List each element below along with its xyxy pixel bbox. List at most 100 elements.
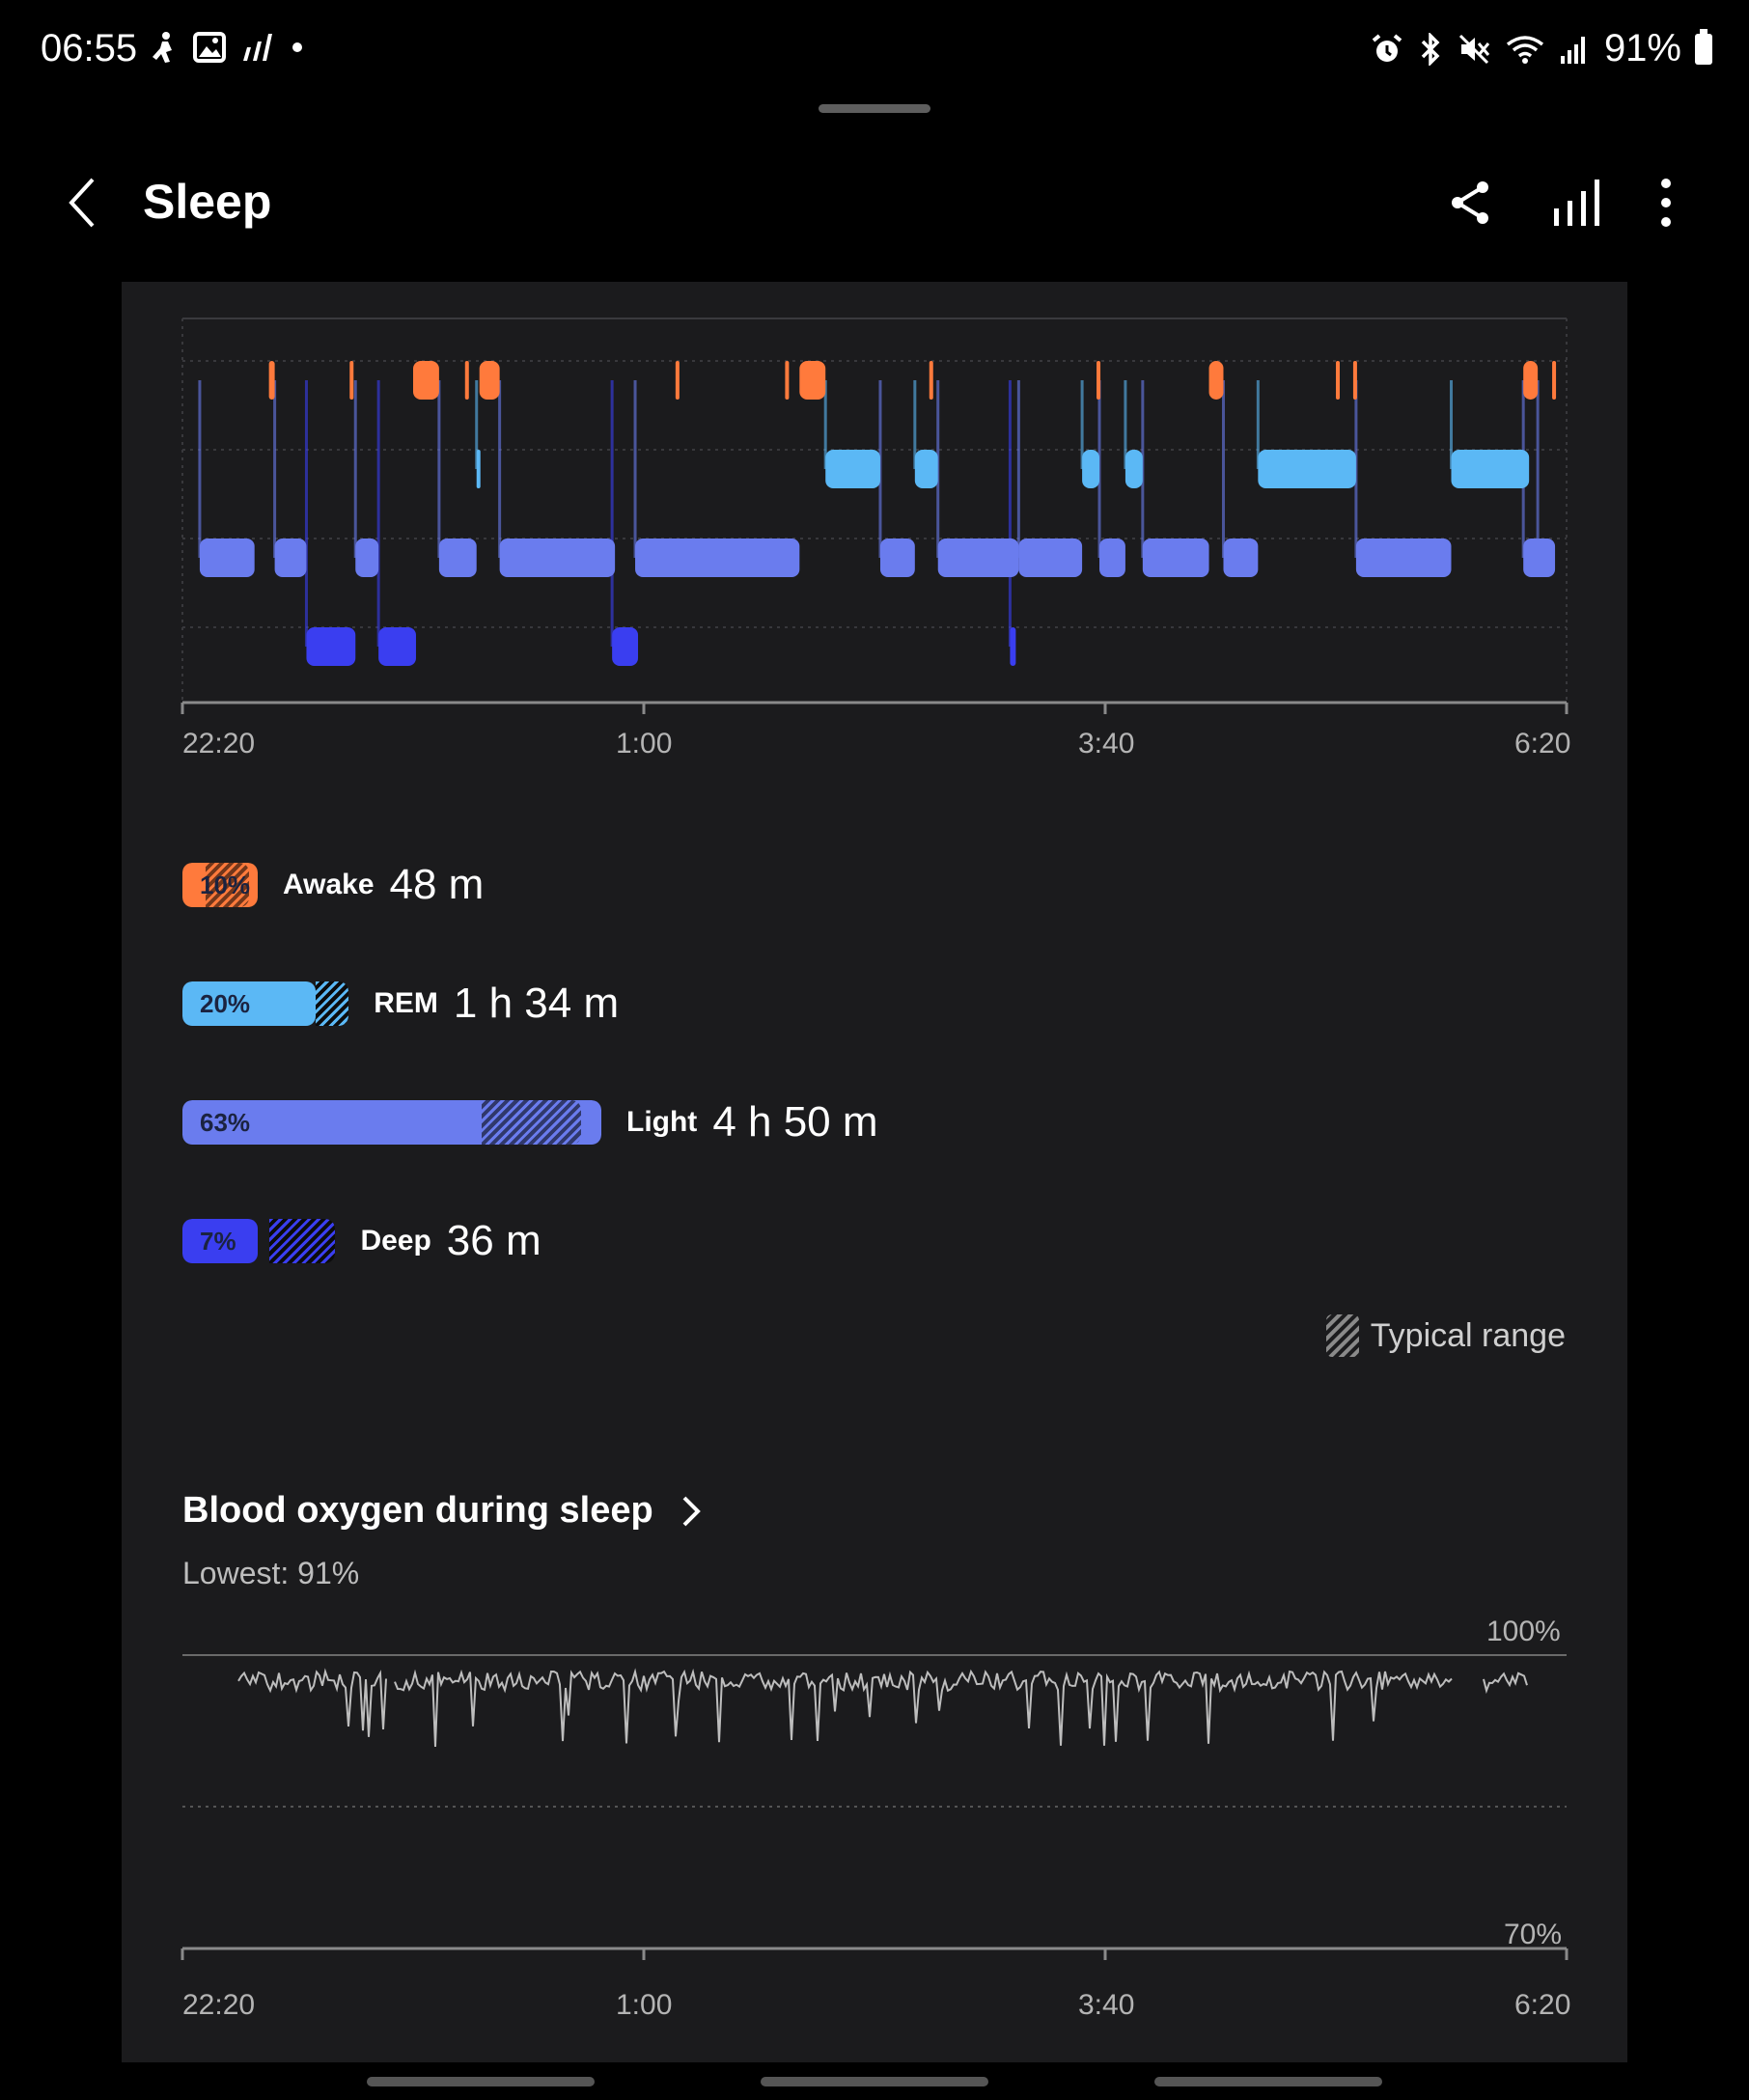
typical-range-label: Typical range (1370, 1316, 1566, 1354)
wifi-icon (1506, 35, 1544, 64)
chart-icon[interactable] (1548, 174, 1606, 232)
battery-icon (1695, 28, 1712, 65)
stage-block-awake (413, 361, 439, 400)
hypno-tick-label: 22:20 (182, 728, 256, 760)
stage-block-rem (1258, 450, 1356, 488)
stage-block-awake (1352, 361, 1357, 400)
stage-percent: 63% (200, 1108, 251, 1137)
person-walk-icon (153, 32, 172, 63)
status-time: 06:55 (41, 27, 138, 69)
gallery-icon (193, 32, 226, 63)
stage-row-rem[interactable]: 20% REM 1 h 34 m (182, 980, 619, 1028)
app-bar: Sleep (0, 154, 1749, 251)
stage-block-deep (1010, 627, 1016, 666)
page-title: Sleep (143, 175, 272, 229)
stage-block-light (274, 539, 307, 577)
stage-block-deep (306, 627, 356, 666)
stage-block-rem (825, 450, 880, 488)
alarm-icon (1372, 33, 1402, 62)
stage-block-awake (1523, 361, 1539, 400)
stage-block-light (199, 539, 255, 577)
sleep-card: 22:20 1:00 3:40 6:20 10% Awake 48 m 20% … (122, 282, 1627, 2062)
stage-block-rem (914, 450, 938, 488)
hypnogram-chart (180, 318, 1569, 714)
nav-back-button[interactable] (1154, 2077, 1382, 2086)
stage-bar-light: 63% (182, 1100, 601, 1145)
stage-block-light (355, 539, 379, 577)
blood-oxygen-lowest: Lowest: 91% (182, 1556, 360, 1590)
hypno-tick-label: 3:40 (1078, 728, 1135, 760)
stage-bar-fill (182, 1219, 258, 1263)
status-right: 91% (1371, 27, 1712, 70)
blood-oxygen-title: Blood oxygen during sleep (182, 1490, 653, 1531)
stage-block-light (1142, 539, 1209, 577)
stage-name: Awake (283, 869, 375, 900)
stage-row-light[interactable]: 63% Light 4 h 50 m (182, 1098, 878, 1147)
stage-duration: 1 h 34 m (453, 980, 620, 1027)
stage-typical-range (206, 863, 249, 907)
nav-bar (0, 2075, 1749, 2100)
stage-percent: 10% (200, 870, 251, 899)
hypno-tick-label: 6:20 (1514, 728, 1571, 760)
cell-signal-icon (1560, 36, 1585, 64)
stage-row-awake[interactable]: 10% Awake 48 m (182, 861, 484, 909)
spo2-tick-label: 3:40 (1078, 1989, 1135, 2021)
stage-block-light (1355, 539, 1452, 577)
stage-block-awake (1552, 361, 1557, 400)
stage-block-awake (675, 361, 680, 400)
stage-percent: 20% (200, 989, 251, 1018)
typical-range-legend: Typical range (1325, 1314, 1566, 1357)
status-bar: 06:55 91% (0, 0, 1749, 101)
stage-block-deep (378, 627, 416, 666)
stage-name: Deep (360, 1225, 431, 1257)
chevron-right-icon (682, 1496, 701, 1526)
spo2-trace (237, 1668, 1528, 1748)
stage-block-light (1223, 539, 1259, 577)
stage-block-rem (1124, 450, 1143, 488)
stage-block-awake (349, 361, 354, 400)
stage-block-light (937, 539, 1019, 577)
more-vert-icon[interactable] (1637, 174, 1695, 232)
signal-bars-icon (243, 34, 272, 61)
stage-block-light (438, 539, 477, 577)
spo2-tick-label: 22:20 (182, 1989, 256, 2021)
stage-typical-range (268, 1219, 336, 1263)
drag-handle[interactable] (819, 104, 930, 113)
stage-block-rem (1082, 450, 1100, 488)
blood-oxygen-link[interactable]: Blood oxygen during sleep (182, 1490, 709, 1532)
status-left-icons (149, 31, 307, 64)
nav-home-button[interactable] (761, 2077, 988, 2086)
stage-bar-rem: 20% (182, 981, 349, 1026)
stage-block-light (499, 539, 616, 577)
stage-block-light (1523, 539, 1556, 577)
nav-recents-button[interactable] (367, 2077, 595, 2086)
stage-block-deep (612, 627, 639, 666)
stage-block-awake (1097, 361, 1101, 400)
hypno-tick-label: 1:00 (616, 728, 673, 760)
stage-typical-range (315, 981, 349, 1026)
stage-duration: 36 m (446, 1217, 541, 1264)
stage-block-awake (929, 361, 933, 400)
spo2-tick-label: 1:00 (616, 1989, 673, 2021)
stage-block-awake (1336, 361, 1340, 400)
stage-block-awake (268, 361, 275, 400)
spo2-y-top-label: 100% (1486, 1616, 1561, 1647)
stage-name: REM (374, 987, 438, 1019)
share-icon[interactable] (1444, 174, 1502, 232)
stage-duration: 48 m (389, 861, 485, 908)
stage-block-light (1018, 539, 1083, 577)
stage-block-light (1099, 539, 1125, 577)
stage-block-awake (464, 361, 469, 400)
stage-block-light (879, 539, 915, 577)
spo2-y-bottom-label: 70% (1504, 1919, 1563, 1950)
hatch-icon (1325, 1314, 1359, 1357)
stage-block-awake (785, 361, 790, 400)
battery-percent: 91% (1603, 27, 1681, 69)
mute-icon (1458, 34, 1490, 64)
stage-name: Light (626, 1106, 698, 1138)
stage-block-awake (799, 361, 826, 400)
stage-row-deep[interactable]: 7% Deep 36 m (182, 1217, 541, 1265)
bluetooth-icon (1421, 32, 1440, 66)
dot-icon (292, 42, 302, 52)
back-button[interactable] (56, 174, 114, 232)
